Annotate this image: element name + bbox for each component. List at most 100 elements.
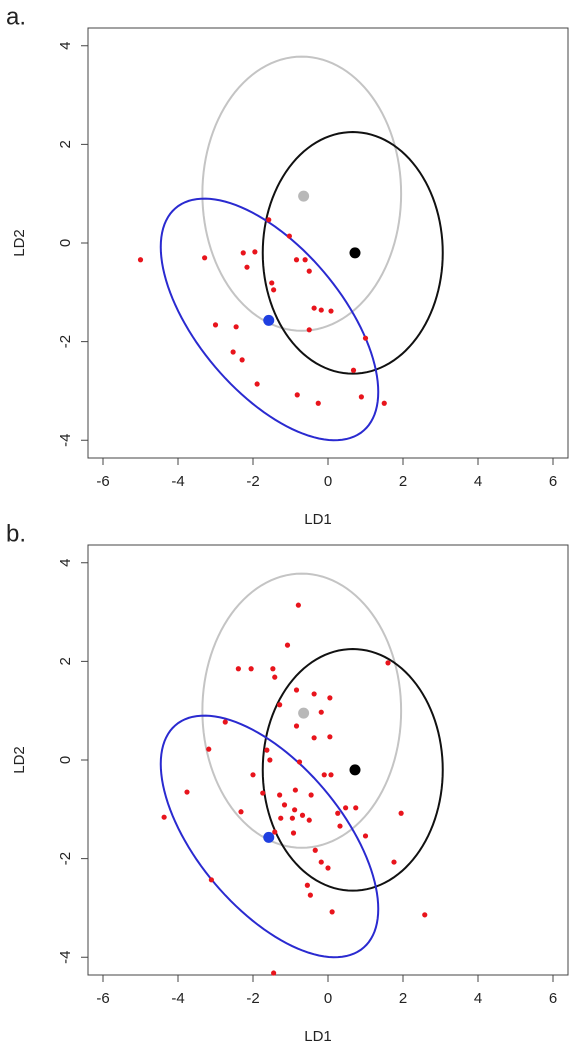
data-point — [385, 660, 391, 666]
x-tick-label: 4 — [474, 990, 482, 1007]
data-point — [254, 381, 260, 387]
panel-label: b. — [6, 520, 26, 547]
data-point — [235, 666, 241, 672]
y-tick-label: -4 — [57, 951, 74, 964]
data-point — [304, 882, 310, 888]
ellipse — [261, 648, 444, 892]
group-centroid — [349, 764, 361, 776]
data-point — [327, 734, 333, 740]
data-point — [318, 307, 324, 313]
data-point — [252, 249, 258, 255]
data-point — [398, 810, 404, 816]
data-point — [289, 815, 295, 821]
data-point — [306, 817, 312, 823]
data-point — [302, 257, 308, 263]
data-point — [353, 805, 359, 811]
x-tick-label: 6 — [549, 990, 557, 1007]
ellipse — [159, 197, 380, 442]
y-tick-label: 2 — [57, 657, 74, 665]
data-point — [328, 308, 334, 314]
data-point — [266, 217, 272, 223]
data-point — [271, 970, 277, 976]
data-point — [286, 233, 292, 239]
group-centroid — [263, 314, 275, 326]
x-tick-label: 2 — [399, 473, 407, 490]
data-point — [321, 772, 327, 778]
data-point — [272, 829, 278, 835]
data-point — [318, 709, 324, 715]
data-point — [222, 719, 228, 725]
x-tick-label: -4 — [171, 990, 184, 1007]
y-tick-label: 4 — [57, 559, 74, 567]
data-point — [206, 746, 212, 752]
data-point — [267, 757, 273, 763]
data-point — [315, 400, 321, 406]
data-point — [208, 877, 214, 883]
data-point — [292, 807, 298, 813]
x-tick-label: -2 — [246, 473, 259, 490]
x-tick-label: -4 — [171, 473, 184, 490]
data-point — [277, 792, 283, 798]
data-point — [325, 865, 331, 871]
y-axis-title: LD2 — [11, 746, 28, 774]
data-point — [272, 674, 278, 680]
y-tick-label: -2 — [57, 335, 74, 348]
data-point — [250, 772, 256, 778]
y-tick-label: -2 — [57, 852, 74, 865]
data-point — [248, 666, 254, 672]
data-point — [391, 859, 397, 865]
data-point — [238, 809, 244, 815]
ellipse — [261, 131, 444, 375]
data-point — [381, 400, 387, 406]
data-point — [233, 324, 239, 330]
y-tick-label: 0 — [57, 239, 74, 247]
data-point — [269, 280, 275, 286]
data-point — [343, 805, 349, 811]
data-point — [277, 702, 283, 708]
data-point — [362, 335, 369, 341]
x-tick-label: 0 — [324, 990, 332, 1007]
data-point — [240, 250, 246, 256]
data-point — [311, 691, 317, 697]
x-tick-label: 6 — [549, 473, 557, 490]
x-tick-label: -2 — [246, 990, 259, 1007]
data-point — [292, 787, 298, 793]
ellipse — [159, 714, 380, 959]
data-point — [230, 349, 236, 355]
data-point — [184, 789, 190, 795]
data-point — [306, 268, 312, 274]
data-point — [293, 687, 300, 693]
data-point — [290, 830, 297, 836]
data-point — [327, 695, 333, 701]
y-axis-title: LD2 — [11, 229, 28, 257]
x-tick-label: -6 — [96, 990, 109, 1007]
y-tick-label: -4 — [57, 434, 74, 447]
data-point — [212, 322, 219, 328]
y-tick-label: 4 — [57, 42, 74, 50]
data-point — [358, 394, 364, 400]
data-point — [337, 823, 343, 829]
data-point — [293, 257, 300, 263]
data-point — [318, 859, 324, 865]
data-point — [271, 287, 277, 293]
data-point — [295, 602, 301, 608]
data-point — [335, 810, 341, 816]
data-point — [422, 912, 428, 918]
x-tick-label: 2 — [399, 990, 407, 1007]
data-point — [350, 367, 357, 373]
group-centroid — [349, 247, 361, 259]
data-point — [294, 392, 300, 398]
data-point — [270, 666, 276, 672]
data-point — [296, 759, 303, 765]
x-axis-title: LD1 — [304, 511, 332, 528]
data-point — [329, 909, 335, 915]
data-point — [284, 642, 291, 648]
y-tick-label: 0 — [57, 756, 74, 764]
data-point — [264, 747, 270, 753]
data-point — [299, 812, 306, 818]
data-point — [308, 792, 314, 798]
data-point — [278, 815, 284, 821]
data-point — [161, 814, 167, 820]
data-point — [362, 833, 369, 839]
